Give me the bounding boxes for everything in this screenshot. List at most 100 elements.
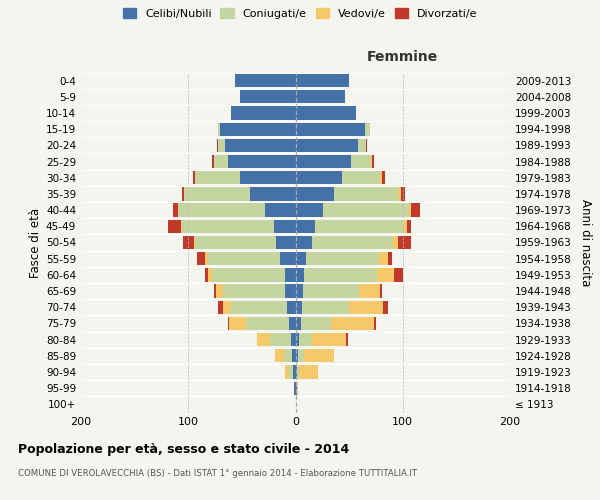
Bar (231, 300, 296, 314)
Bar (228, 155, 296, 168)
Bar (299, 333, 311, 346)
Bar (225, 138, 296, 152)
Bar (220, 122, 296, 136)
Bar (296, 90, 345, 104)
Bar (257, 333, 296, 346)
Bar (296, 204, 323, 217)
Bar (205, 268, 296, 281)
Bar (216, 284, 296, 298)
Bar (296, 300, 302, 314)
Bar (285, 366, 296, 378)
Bar (296, 349, 298, 362)
Bar (296, 138, 358, 152)
Bar (296, 106, 356, 120)
Bar (371, 155, 374, 168)
Bar (296, 252, 306, 266)
Bar (285, 268, 296, 281)
Bar (218, 138, 296, 152)
Bar (289, 366, 296, 378)
Bar (296, 171, 341, 184)
Bar (398, 188, 401, 200)
Bar (205, 252, 296, 266)
Text: Maschi: Maschi (0, 50, 1, 64)
Bar (276, 236, 296, 249)
Bar (194, 236, 296, 249)
Bar (214, 284, 296, 298)
Bar (299, 366, 318, 378)
Bar (218, 122, 296, 136)
Bar (235, 74, 296, 87)
Bar (181, 220, 296, 233)
Bar (184, 188, 296, 200)
Bar (194, 236, 296, 249)
Bar (275, 349, 296, 362)
Bar (178, 204, 296, 217)
Bar (365, 122, 370, 136)
Bar (257, 333, 296, 346)
Bar (349, 300, 383, 314)
Text: Popolazione per età, sesso e stato civile - 2014: Popolazione per età, sesso e stato civil… (18, 442, 349, 456)
Bar (223, 284, 296, 298)
Bar (275, 349, 296, 362)
Bar (377, 268, 394, 281)
Bar (214, 155, 296, 168)
Bar (270, 333, 296, 346)
Bar (285, 284, 296, 298)
Bar (380, 284, 382, 298)
Bar (284, 349, 296, 362)
Bar (383, 300, 388, 314)
Bar (323, 204, 409, 217)
Bar (296, 284, 303, 298)
Bar (409, 204, 412, 217)
Bar (331, 317, 374, 330)
Bar (412, 204, 420, 217)
Y-axis label: Fasce di età: Fasce di età (29, 208, 42, 278)
Bar (235, 74, 296, 87)
Bar (292, 349, 296, 362)
Bar (287, 300, 296, 314)
Bar (212, 155, 296, 168)
Bar (231, 106, 296, 120)
Bar (311, 236, 393, 249)
Bar (240, 90, 296, 104)
Bar (359, 284, 380, 298)
Bar (379, 252, 388, 266)
Bar (240, 90, 296, 104)
Bar (380, 171, 382, 184)
Bar (366, 138, 367, 152)
Bar (393, 236, 398, 249)
Bar (295, 382, 296, 395)
Bar (296, 122, 365, 136)
Bar (289, 317, 296, 330)
Bar (296, 366, 299, 378)
Bar (351, 155, 371, 168)
Bar (240, 171, 296, 184)
Bar (184, 188, 296, 200)
Bar (382, 171, 385, 184)
Bar (293, 366, 296, 378)
Bar (407, 220, 412, 233)
Bar (285, 366, 296, 378)
Bar (358, 138, 366, 152)
Bar (182, 188, 296, 200)
Bar (265, 204, 296, 217)
Bar (394, 268, 403, 281)
Bar (296, 188, 334, 200)
Text: COMUNE DI VEROLAVECCHIA (BS) - Dati ISTAT 1° gennaio 2014 - Elaborazione TUTTITA: COMUNE DI VEROLAVECCHIA (BS) - Dati ISTA… (18, 469, 417, 478)
Bar (235, 74, 296, 87)
Bar (398, 236, 412, 249)
Bar (208, 268, 296, 281)
Bar (388, 252, 392, 266)
Bar (401, 188, 405, 200)
Bar (218, 138, 296, 152)
Bar (231, 106, 296, 120)
Bar (304, 349, 334, 362)
Bar (197, 252, 296, 266)
Bar (311, 333, 346, 346)
Bar (280, 252, 296, 266)
Bar (296, 236, 311, 249)
Bar (295, 382, 296, 395)
Bar (301, 317, 331, 330)
Bar (295, 382, 296, 395)
Bar (231, 106, 296, 120)
